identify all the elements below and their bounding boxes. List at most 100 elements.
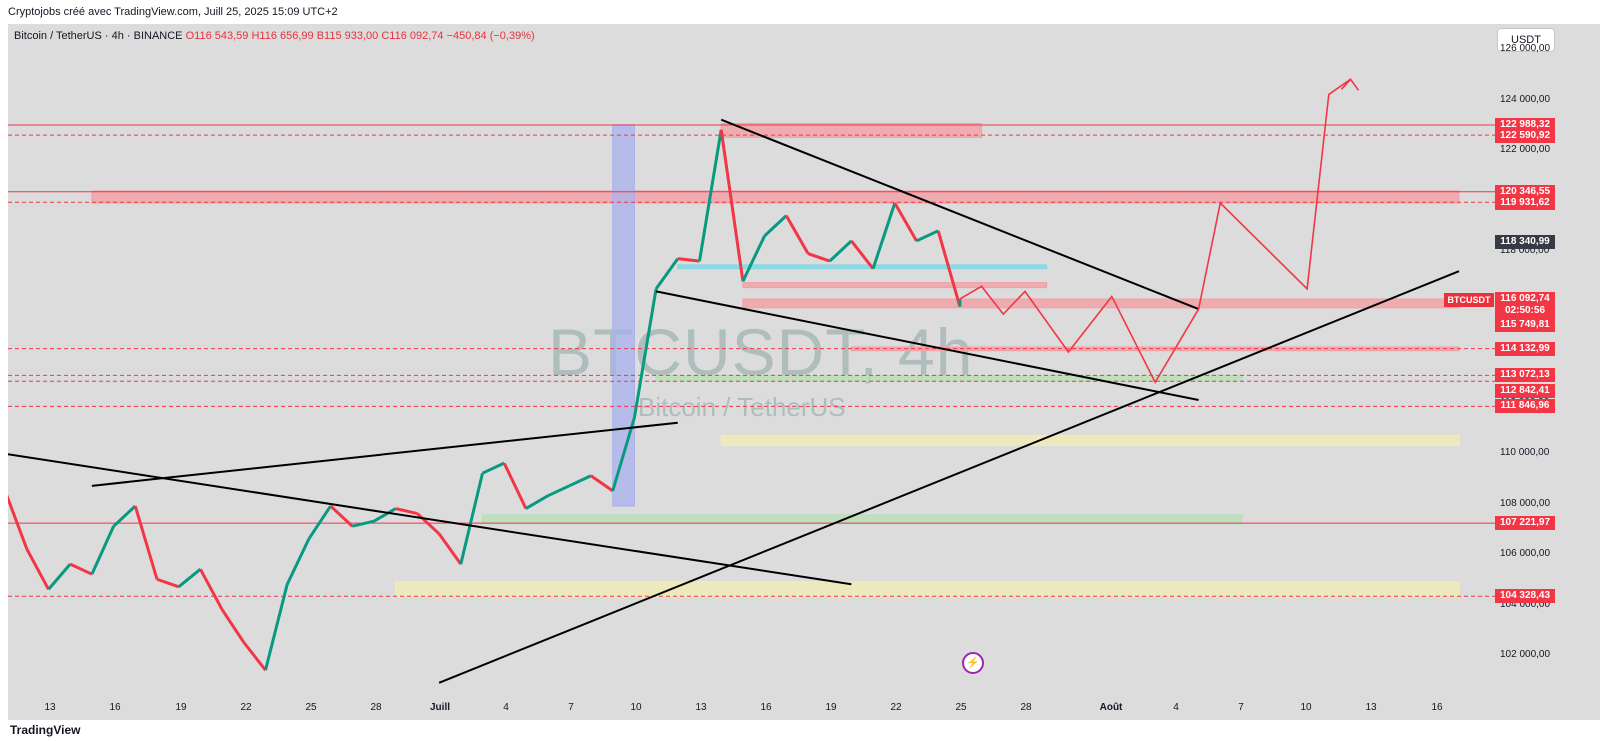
- price-candle-segment-41: [871, 202, 897, 270]
- chart-pane[interactable]: BTCUSDT, 4h Bitcoin / TetherUS: [8, 24, 1527, 696]
- price-candle-segment-37: [784, 214, 810, 255]
- price-candle-segment-35: [741, 235, 766, 282]
- x-tick-label: 19: [825, 702, 837, 713]
- x-tick-label: 13: [695, 702, 707, 713]
- price-label: 115 749,81: [1495, 318, 1555, 332]
- time-axis[interactable]: [8, 696, 1527, 720]
- trendline-3: [655, 290, 1199, 401]
- x-tick-label: 22: [890, 702, 902, 713]
- price-candle-segment-34: [719, 129, 745, 282]
- attribution-bar: Cryptojobs créé avec TradingView.com, Ju…: [0, 0, 1600, 24]
- zone-yellow-7: [720, 434, 1460, 446]
- x-tick-label: 22: [240, 702, 252, 713]
- price-label: 107 221,97: [1495, 516, 1555, 531]
- price-candle-segment-3: [47, 563, 72, 591]
- y-tick-label: 108 000,00: [1500, 497, 1551, 509]
- x-tick-label: 16: [1431, 702, 1443, 713]
- price-candle-segment-24: [502, 462, 528, 510]
- x-tick-label: 25: [955, 702, 967, 713]
- price-candle-segment-17: [351, 519, 375, 528]
- price-candle-segment-12: [242, 641, 267, 672]
- price-label: 02:50:56: [1495, 304, 1555, 318]
- price-label: 122 988,32: [1495, 118, 1555, 133]
- y-tick-label: 122 000,00: [1500, 144, 1551, 155]
- price-candle-segment-1: [8, 494, 29, 550]
- y-tick-label: 110 000,00: [1500, 447, 1550, 458]
- price-candle-segment-23: [481, 461, 505, 475]
- price-candle-segment-27: [568, 474, 592, 488]
- y-tick-label: 104 000,00: [1500, 598, 1551, 610]
- x-tick-label: Août: [1099, 702, 1123, 713]
- price-candle-segment-7: [133, 505, 159, 580]
- x-tick-label: 16: [760, 702, 772, 713]
- price-candle-segment-9: [177, 567, 202, 588]
- flash-icon[interactable]: ⚡: [962, 652, 984, 674]
- price-candle-segment-42: [893, 202, 918, 242]
- currency-button[interactable]: USDT: [1497, 28, 1555, 52]
- watermark-description: Bitcoin / TetherUS: [638, 392, 846, 422]
- price-candle-segment-13: [264, 583, 289, 671]
- price-candle-segment-20: [416, 512, 441, 535]
- price-candle-segment-39: [828, 239, 853, 263]
- ohlc-low: B115 933,00: [316, 30, 379, 42]
- ohlc-open: O116 543,59: [185, 30, 249, 42]
- zone-blue-10: [612, 124, 635, 507]
- price-label: 119 931,62: [1495, 196, 1555, 210]
- price-candle-segment-31: [654, 257, 680, 290]
- symbol-tag: BTCUSDT: [1444, 293, 1494, 307]
- price-label: 118 340,99: [1495, 235, 1555, 250]
- price-candle-segment-5: [90, 525, 115, 575]
- price-candle-segment-14: [285, 538, 311, 585]
- y-tick-label: 126 000,00: [1500, 43, 1551, 54]
- price-candle-segment-8: [156, 577, 180, 589]
- price-candle-segment-36: [763, 214, 788, 237]
- price-candle-segment-26: [546, 484, 570, 498]
- x-tick-label: Juill: [429, 702, 451, 713]
- price-label: 116 092,74: [1495, 292, 1555, 306]
- price-candle-segment-18: [373, 507, 397, 523]
- price-label: 112 842,41: [1495, 384, 1555, 398]
- zone-red-4: [742, 298, 1460, 309]
- price-candle-segment-38: [807, 252, 831, 263]
- price-label: 114 132,99: [1495, 341, 1555, 356]
- x-tick-label: 4: [1173, 702, 1179, 713]
- zone-green-8: [482, 514, 1243, 525]
- x-tick-label: 16: [109, 702, 121, 713]
- price-candle-segment-33: [698, 129, 723, 262]
- price-candle-segment-22: [459, 472, 484, 565]
- price-candle-segment-11: [220, 608, 246, 644]
- price-candle-segment-19: [395, 507, 418, 516]
- price-chart[interactable]: [8, 24, 1527, 696]
- price-candle-segment-10: [199, 568, 224, 611]
- price-candle-segment-43: [915, 229, 939, 243]
- y-tick-label: 102 000,00: [1500, 649, 1551, 660]
- y-tick-label: 124 000,00: [1500, 93, 1551, 105]
- tradingview-logo[interactable]: TradingView: [10, 723, 80, 737]
- x-tick-label: 19: [175, 702, 187, 713]
- projection-arrowhead: [1340, 78, 1360, 91]
- x-tick-label: 28: [370, 702, 382, 713]
- zone-red-1: [91, 190, 1460, 204]
- x-tick-label: 10: [1300, 702, 1312, 713]
- ohlc-high: H116 656,99: [251, 30, 314, 42]
- price-label: 122 590,92: [1495, 129, 1555, 143]
- price-candle-segment-44: [936, 230, 962, 307]
- trendline-4: [720, 118, 1199, 311]
- x-tick-label: 28: [1020, 702, 1032, 713]
- projection-path: [959, 78, 1351, 384]
- trendline-0: [8, 453, 852, 586]
- price-candle-segment-28: [590, 474, 614, 493]
- price-candle-segment-30: [632, 288, 658, 418]
- y-tick-label: 106 000,00: [1500, 548, 1551, 559]
- trendline-2: [438, 270, 1460, 684]
- x-tick-label: 25: [305, 702, 317, 713]
- x-tick-label: 4: [503, 702, 509, 713]
- price-candle-segment-4: [69, 562, 93, 576]
- symbol-name: Bitcoin / TetherUS · 4h · BINANCE: [14, 30, 183, 42]
- ohlc-close: C116 092,74: [381, 30, 444, 42]
- price-candle-segment-29: [611, 417, 636, 492]
- symbol-legend[interactable]: Bitcoin / TetherUS · 4h · BINANCE O116 5…: [14, 30, 535, 42]
- price-candle-segment-25: [525, 494, 549, 510]
- price-candle-segment-2: [25, 548, 50, 591]
- y-tick-label: 118 000,00: [1500, 245, 1550, 256]
